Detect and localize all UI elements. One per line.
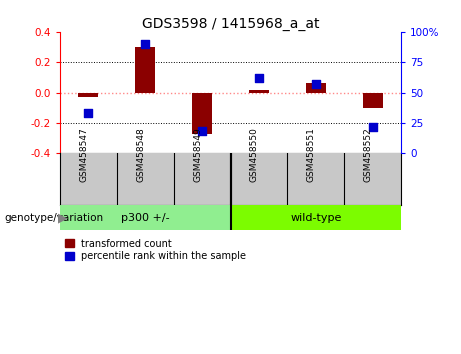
Bar: [78, 93, 98, 97]
Text: GSM458551: GSM458551: [307, 127, 316, 182]
Bar: [230, 205, 401, 230]
Text: GSM458547: GSM458547: [79, 127, 89, 182]
Title: GDS3598 / 1415968_a_at: GDS3598 / 1415968_a_at: [142, 17, 319, 31]
Point: [198, 129, 206, 134]
Text: GSM458550: GSM458550: [250, 127, 259, 182]
Bar: [249, 90, 269, 93]
Legend: transformed count, percentile rank within the sample: transformed count, percentile rank withi…: [65, 239, 246, 261]
Point: [255, 75, 263, 81]
Bar: [60, 205, 230, 230]
Point: [85, 110, 92, 116]
Point: [142, 41, 149, 47]
Text: p300 +/-: p300 +/-: [121, 213, 170, 223]
Point: [312, 81, 319, 87]
Text: genotype/variation: genotype/variation: [5, 213, 104, 223]
Text: GSM458548: GSM458548: [136, 127, 145, 182]
Text: GSM458552: GSM458552: [364, 127, 372, 182]
Bar: [135, 47, 155, 93]
Text: wild-type: wild-type: [290, 213, 342, 223]
Point: [369, 124, 376, 130]
Text: ▶: ▶: [58, 211, 67, 224]
Bar: [306, 84, 326, 93]
Text: GSM458549: GSM458549: [193, 127, 202, 182]
Bar: [363, 93, 383, 108]
Bar: [192, 93, 212, 133]
